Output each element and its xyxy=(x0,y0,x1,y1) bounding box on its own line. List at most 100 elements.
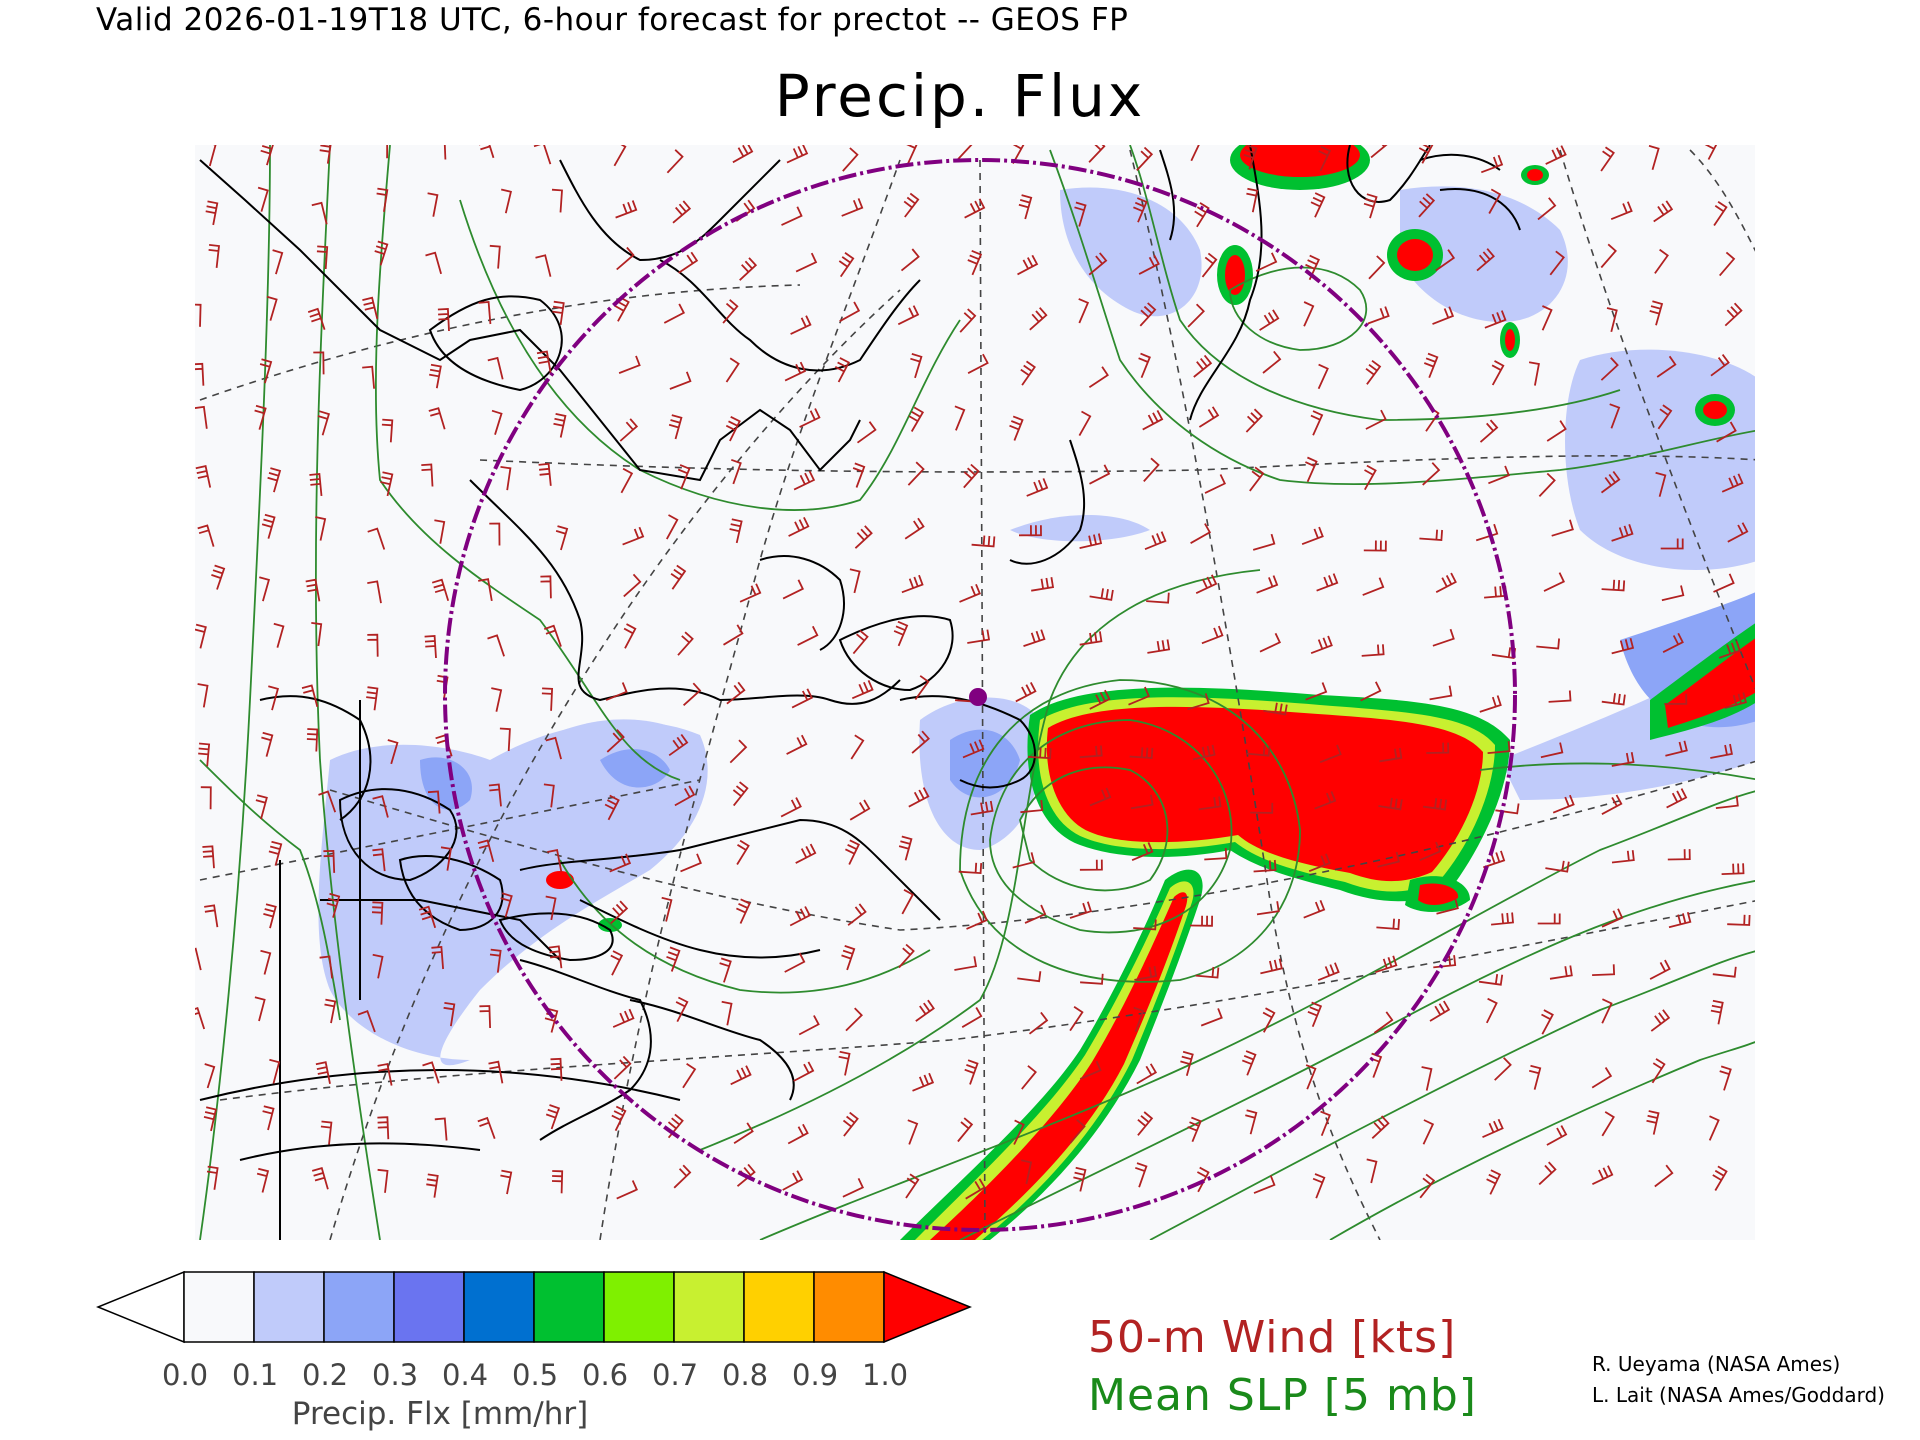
credit-line-2: L. Lait (NASA Ames/Goddard) xyxy=(1592,1383,1885,1407)
wind-barb xyxy=(790,315,812,335)
wind-barb xyxy=(427,790,441,814)
wind-barb xyxy=(1551,519,1574,537)
wind-barb xyxy=(839,301,861,323)
wind-barb xyxy=(547,849,563,872)
wind-barb xyxy=(437,308,450,332)
valid-time-header: Valid 2026-01-19T18 UTC, 6-hour forecast… xyxy=(96,2,1129,38)
wind-barb xyxy=(856,421,877,444)
wind-barb xyxy=(489,244,501,269)
wind-barb xyxy=(500,1169,513,1195)
wind-barb xyxy=(323,849,336,873)
wind-barb xyxy=(1648,145,1660,170)
wind-barb xyxy=(1480,154,1504,174)
wind-barb xyxy=(1138,352,1151,379)
wind-barb xyxy=(1305,1064,1317,1090)
wind-barb xyxy=(1609,403,1621,429)
wind-barb xyxy=(1479,695,1502,713)
wind-barb xyxy=(1028,1011,1049,1035)
wind-barb xyxy=(533,145,552,165)
wind-barb xyxy=(616,1180,638,1200)
wind-barb xyxy=(618,355,641,374)
wind-barb xyxy=(1130,794,1154,810)
wind-barb xyxy=(1654,248,1669,274)
wind-barb xyxy=(319,955,333,979)
wind-barb xyxy=(613,1055,632,1080)
wind-barb xyxy=(205,200,219,226)
wind-barb xyxy=(842,1178,865,1198)
wind-barb xyxy=(906,145,918,164)
wind-barb xyxy=(1373,1011,1394,1034)
wind-barb xyxy=(1666,788,1688,809)
lat-lon-grid xyxy=(199,149,1755,1240)
wind-barb xyxy=(1078,410,1092,437)
wind-barb xyxy=(1649,959,1671,980)
wind-barb xyxy=(793,1061,815,1082)
wind-barb xyxy=(795,252,818,273)
wind-barb xyxy=(1541,1009,1554,1035)
wind-barb xyxy=(910,353,923,379)
wind-barb xyxy=(795,843,817,864)
wind-barb xyxy=(1017,254,1039,276)
wind-barb xyxy=(424,635,437,659)
wind-barb xyxy=(202,845,215,869)
wind-barb xyxy=(319,145,332,164)
wind-barb xyxy=(195,362,205,386)
wind-barb xyxy=(1246,745,1271,757)
wind-barb xyxy=(1253,859,1277,873)
wind-barb xyxy=(315,1061,331,1084)
page-title: Precip. Flux xyxy=(774,62,1146,130)
wind-barb xyxy=(1136,146,1154,172)
colorbar-tick-label: 0.6 xyxy=(582,1358,629,1392)
wind-barb xyxy=(273,622,285,648)
wind-barb xyxy=(1651,1058,1666,1084)
wind-barb xyxy=(204,904,219,928)
wind-barb xyxy=(967,629,991,644)
colorbar-tick-label: 0.5 xyxy=(512,1358,559,1392)
wind-barb xyxy=(377,1062,393,1086)
precip-area-mid2 xyxy=(420,757,472,810)
wind-barb xyxy=(841,945,856,971)
wind-barb xyxy=(1545,860,1570,873)
wind-barb xyxy=(730,458,742,485)
wind-barb xyxy=(1422,462,1441,486)
wind-barb xyxy=(267,467,282,493)
wind-barb xyxy=(1018,194,1033,220)
wind-barb xyxy=(1319,744,1342,764)
wind-barb xyxy=(311,1166,329,1190)
wind-barb xyxy=(1704,145,1718,160)
wind-barb xyxy=(897,305,920,326)
wind-barb xyxy=(682,682,702,706)
wind-barb xyxy=(1018,525,1042,537)
wind-barb xyxy=(903,192,920,218)
wind-barb xyxy=(540,575,552,599)
wind-barb xyxy=(311,622,323,647)
wind-barb xyxy=(905,1173,920,1199)
wind-barb xyxy=(834,357,851,383)
wind-barb xyxy=(1661,585,1685,602)
wind-barb xyxy=(1713,200,1728,227)
wind-barb xyxy=(326,892,341,918)
wind-barb xyxy=(1080,973,1104,985)
wind-barb xyxy=(262,1105,275,1131)
wind-barb xyxy=(605,682,628,701)
wind-barb xyxy=(357,1010,376,1033)
wind-barb xyxy=(1314,791,1337,810)
wind-barb xyxy=(1307,1001,1323,1028)
wind-barb xyxy=(914,675,930,701)
precip-spot-1-red xyxy=(1240,145,1360,177)
wind-barb xyxy=(1256,901,1280,916)
wind-barb xyxy=(200,786,212,810)
wind-barb xyxy=(901,574,924,594)
wind-barb xyxy=(1316,573,1339,592)
wind-barb xyxy=(1029,307,1048,331)
wind-barb xyxy=(1378,797,1403,811)
wind-barb xyxy=(1245,408,1263,433)
wind-barb xyxy=(1245,1109,1258,1135)
wind-barb xyxy=(611,1105,627,1132)
wind-barb xyxy=(1198,406,1220,428)
wind-barb xyxy=(197,524,215,547)
wind-barb xyxy=(1488,465,1510,485)
wind-barb xyxy=(908,406,925,432)
wind-barb xyxy=(1422,798,1448,811)
wind-barb xyxy=(1133,1006,1145,1033)
